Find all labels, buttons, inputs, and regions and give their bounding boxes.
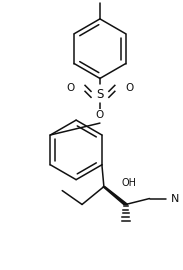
Text: O: O [66,83,74,93]
Text: OH: OH [122,178,137,188]
Text: S: S [96,88,104,101]
Polygon shape [103,187,128,204]
Text: N: N [171,194,180,204]
Text: O: O [126,83,134,93]
Text: O: O [96,110,104,120]
